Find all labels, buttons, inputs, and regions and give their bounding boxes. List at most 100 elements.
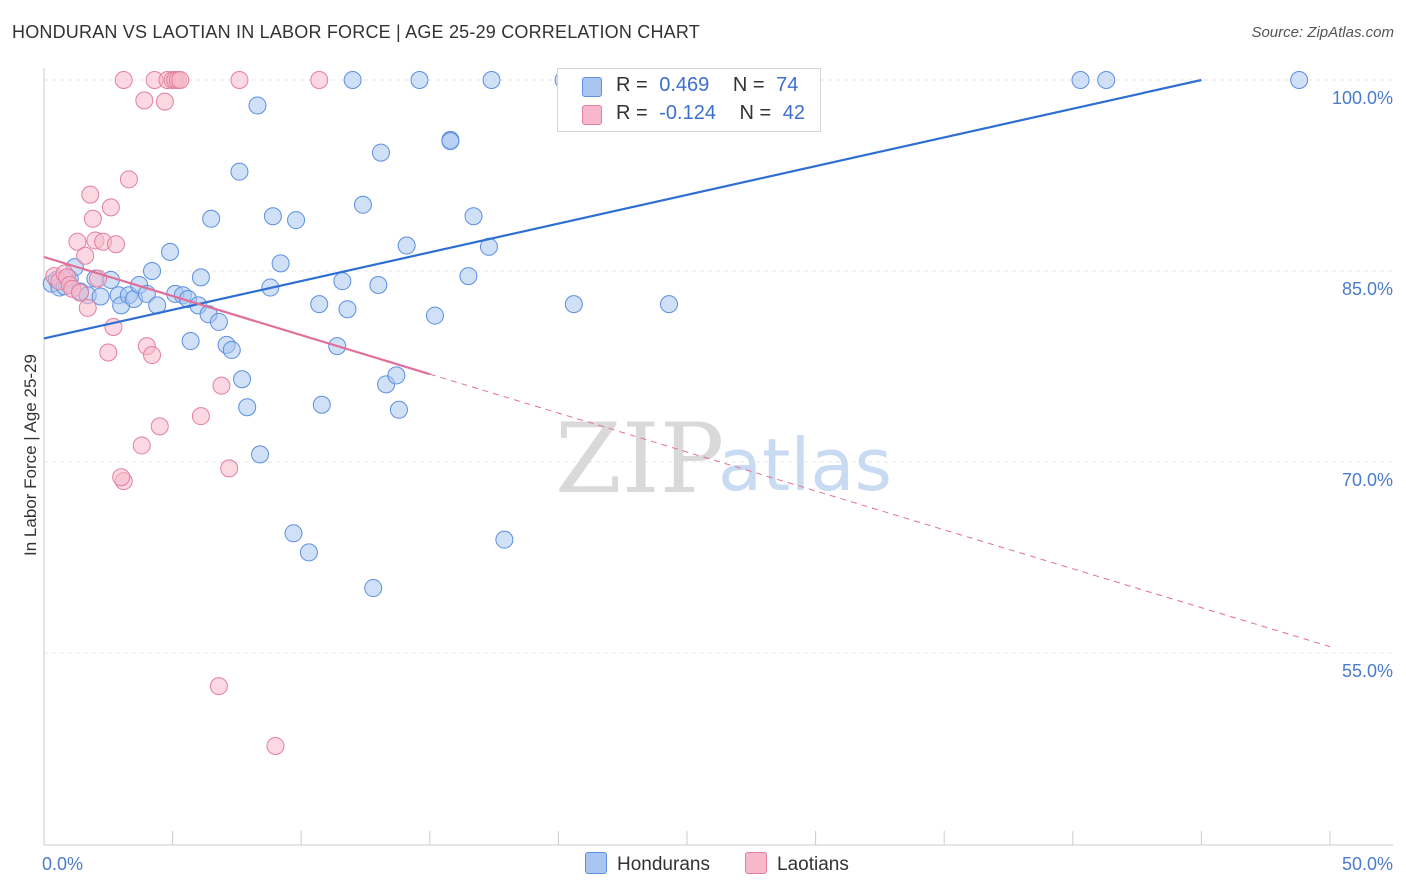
- bottom-legend-label-hondurans: Hondurans: [617, 854, 710, 875]
- bottom-legend-label-laotians: Laotians: [777, 854, 849, 875]
- laotian-point: [112, 468, 131, 487]
- x-tick-label: 0.0%: [42, 854, 83, 874]
- honduran-point: [482, 71, 501, 89]
- honduran-point: [233, 370, 252, 389]
- series-hondurans: [42, 71, 1309, 598]
- honduran-point: [343, 71, 362, 89]
- honduran-point: [143, 262, 162, 280]
- honduran-point: [425, 306, 444, 325]
- laotian-point: [119, 170, 138, 189]
- tick-labels: 100.0% 85.0% 70.0% 55.0% 0.0% 50.0%: [42, 88, 1393, 874]
- x-tick-label: 50.0%: [1342, 854, 1393, 874]
- y-axis-label: In Labor Force | Age 25-29: [21, 354, 40, 556]
- legend-swatch-laotians: [582, 105, 602, 125]
- axes: [43, 68, 1393, 846]
- honduran-point: [287, 211, 306, 230]
- honduran-point: [387, 366, 406, 385]
- honduran-point: [464, 207, 483, 226]
- series-laotians: [45, 71, 329, 755]
- legend-r-label: R =: [616, 74, 648, 96]
- honduran-point: [310, 295, 329, 314]
- legend-n-label: N =: [739, 102, 772, 124]
- laotian-point: [71, 283, 90, 302]
- laotian-point: [191, 407, 210, 426]
- honduran-point: [659, 295, 678, 314]
- laotian-point: [68, 232, 87, 251]
- watermark-zip: ZIP: [555, 403, 724, 515]
- honduran-point: [91, 287, 110, 306]
- laotian-point: [76, 246, 95, 265]
- honduran-point: [338, 300, 357, 319]
- honduran-point: [222, 340, 241, 359]
- chart-title: HONDURAN VS LAOTIAN IN LABOR FORCE | AGE…: [12, 22, 700, 42]
- honduran-point: [248, 96, 267, 115]
- laotian-point: [150, 417, 169, 436]
- honduran-point: [369, 276, 388, 295]
- bottom-legend-laotians: Laotians: [745, 852, 849, 876]
- laotian-point: [230, 71, 249, 89]
- honduran-point: [410, 71, 429, 89]
- laotian-trend-extension: [429, 373, 1331, 648]
- laotian-point: [155, 92, 174, 111]
- honduran-point: [230, 162, 249, 181]
- laotian-point: [114, 71, 133, 89]
- laotian-point: [266, 736, 285, 755]
- stats-legend: R = 0.469 N = 74 R = -0.124 N = 42: [557, 68, 821, 132]
- bottom-legend-swatch-laotians: [745, 852, 767, 874]
- honduran-point: [397, 236, 416, 255]
- honduran-point: [564, 295, 583, 314]
- honduran-point: [1097, 71, 1116, 89]
- honduran-point: [251, 445, 270, 464]
- honduran-point: [238, 398, 257, 417]
- honduran-point: [161, 242, 180, 261]
- honduran-point: [353, 195, 372, 214]
- watermark-atlas: atlas: [718, 423, 892, 507]
- honduran-point: [263, 207, 282, 226]
- legend-n-value-hondurans: 74: [776, 74, 799, 96]
- laotian-point: [220, 459, 239, 478]
- data-points: [42, 71, 1309, 755]
- honduran-point: [202, 209, 221, 228]
- honduran-point: [312, 395, 331, 414]
- y-tick-label: 70.0%: [1342, 470, 1393, 490]
- watermark: ZIP atlas: [555, 403, 892, 515]
- honduran-point: [284, 524, 303, 543]
- y-tick-label: 100.0%: [1332, 88, 1393, 108]
- laotian-point: [310, 71, 329, 89]
- legend-n-value-laotians: 42: [782, 102, 806, 124]
- honduran-point: [181, 332, 200, 351]
- legend-n-label: N =: [732, 74, 765, 96]
- laotian-point: [99, 343, 118, 362]
- honduran-point: [441, 132, 460, 151]
- honduran-point: [1290, 71, 1309, 89]
- laotian-point: [107, 235, 126, 254]
- honduran-point: [371, 143, 390, 162]
- bottom-legend-swatch-hondurans: [585, 852, 607, 874]
- honduran-point: [333, 272, 352, 291]
- laotian-point: [135, 91, 154, 110]
- honduran-point: [271, 254, 290, 273]
- honduran-point: [459, 267, 478, 286]
- laotian-point: [83, 209, 102, 228]
- laotian-point: [171, 71, 190, 89]
- honduran-point: [1071, 71, 1090, 89]
- honduran-point: [191, 268, 210, 287]
- legend-r-value-laotians: -0.124: [659, 102, 716, 124]
- source-label: Source: ZipAtlas.com: [1251, 24, 1394, 41]
- honduran-trend-line: [43, 78, 1202, 340]
- y-tick-label: 55.0%: [1342, 661, 1393, 681]
- laotian-point: [209, 677, 228, 696]
- legend-swatch-hondurans: [582, 77, 602, 97]
- laotian-point: [78, 298, 97, 317]
- laotian-point: [81, 185, 100, 204]
- honduran-point: [364, 579, 383, 598]
- laotian-trend-line: [43, 255, 431, 376]
- laotian-point: [101, 198, 120, 217]
- trend-lines: [43, 78, 1331, 648]
- laotian-point: [143, 346, 162, 365]
- legend-r-label: R =: [616, 102, 648, 124]
- honduran-point: [389, 400, 408, 419]
- bottom-legend-hondurans: Hondurans: [585, 852, 710, 876]
- honduran-point: [209, 312, 228, 331]
